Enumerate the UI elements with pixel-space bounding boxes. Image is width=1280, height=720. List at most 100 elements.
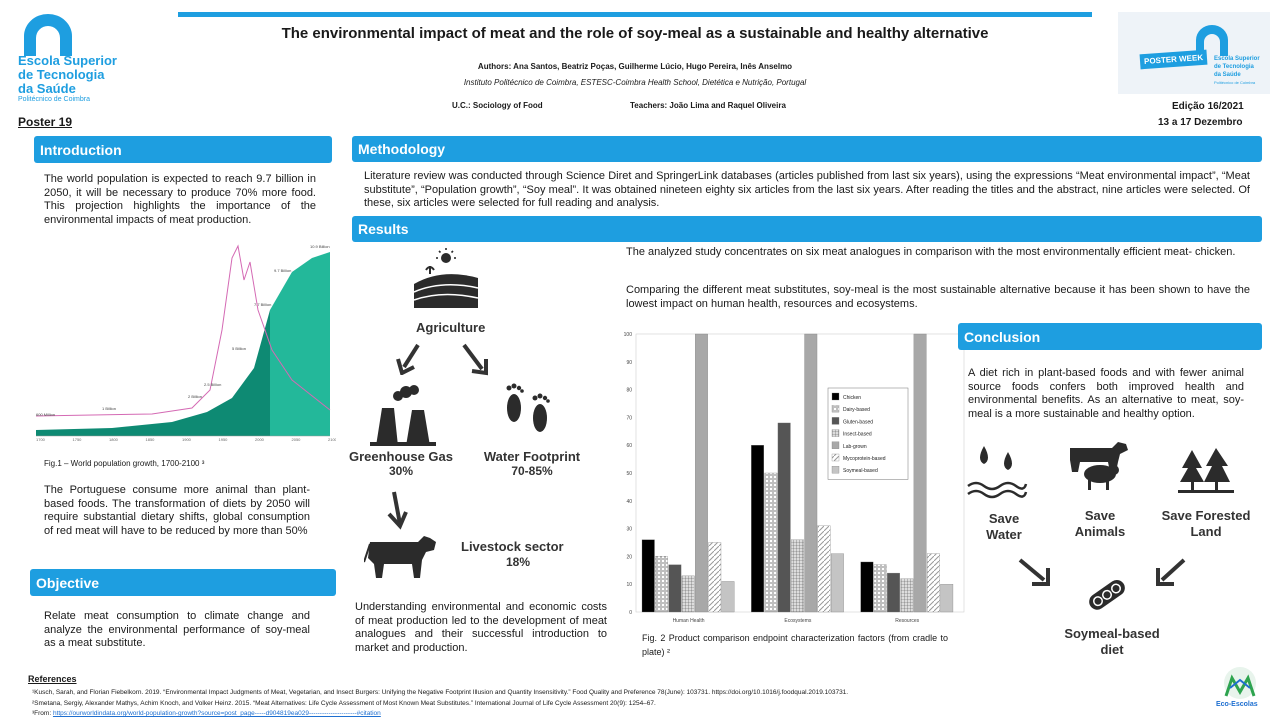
legend-swatch xyxy=(831,466,840,474)
legend-swatch xyxy=(831,405,840,413)
bar-lab-grown xyxy=(695,333,708,613)
cow-icon xyxy=(364,536,436,578)
bar-insect-based xyxy=(900,578,914,613)
poster-week-line3: da Saúde xyxy=(1214,72,1241,78)
poster-week-line1: Escola Superior xyxy=(1214,56,1260,62)
bar-lab-grown xyxy=(804,333,818,613)
legend-label: Mycoprotein-based xyxy=(843,456,886,462)
legend-label: Dairy-based xyxy=(843,407,870,413)
school-logo-icon xyxy=(24,14,72,56)
legend-swatch xyxy=(831,417,840,425)
y-tick-label: 40 xyxy=(626,499,632,505)
figure-1-caption: Fig.1 – World population growth, 1700-21… xyxy=(44,459,205,468)
y-tick-label: 20 xyxy=(626,554,632,560)
save-land-label: Save Forested Land xyxy=(1161,508,1251,539)
objective-heading: Objective xyxy=(36,574,100,591)
bar-mycoprotein-based xyxy=(708,542,722,613)
population-label: 2 Billion xyxy=(188,394,202,399)
results-text-1: The analyzed study concentrates on six m… xyxy=(626,246,1236,258)
save-animals-label: Save Animals xyxy=(1074,508,1126,539)
methodology-text: Literature review was conducted through … xyxy=(364,170,1250,209)
population-x-tick: 1850 xyxy=(146,437,156,442)
livestock-label: Livestock sector xyxy=(461,539,564,554)
school-name-3: da Saúde xyxy=(18,81,76,96)
y-tick-label: 60 xyxy=(626,443,632,449)
conclusion-heading: Conclusion xyxy=(964,328,1041,345)
bar-gluten-based xyxy=(668,564,682,613)
conclusion-header: Conclusion xyxy=(958,323,1262,350)
population-label: 9.7 Billion xyxy=(274,268,291,273)
footprints-icon xyxy=(506,383,550,432)
x-category-label: Ecosystems xyxy=(784,618,811,624)
objective-text: Relate meat consumption to climate chang… xyxy=(44,610,310,649)
bar-lab-grown xyxy=(913,333,927,613)
water-footprint-value: 70-85% xyxy=(511,464,553,478)
water-drops-icon xyxy=(967,446,1028,499)
bar-soymeal-based xyxy=(830,553,844,613)
school-sub: Politécnico de Coimbra xyxy=(18,96,90,103)
y-tick-label: 70 xyxy=(626,415,632,421)
legend-swatch xyxy=(831,453,840,462)
reference-3-prefix: ³From: xyxy=(32,710,52,717)
edition: Edição 16/2021 xyxy=(1172,101,1244,112)
population-label: 10.9 Billion xyxy=(310,244,330,249)
results-text-2: Comparing the different meat substitutes… xyxy=(626,284,1250,310)
legend-swatch xyxy=(831,392,840,401)
growth-rate-line xyxy=(35,244,331,417)
teachers: Teachers: João Lima and Raquel Oliveira xyxy=(630,101,786,110)
bar-chicken xyxy=(751,445,764,613)
poster-label: Poster 19 xyxy=(18,115,73,129)
school-name-1: Escola Superior xyxy=(18,53,117,68)
bar-dairy-based xyxy=(873,564,887,613)
top-accent-bar xyxy=(178,12,1092,17)
bar-insect-based xyxy=(681,575,695,613)
references-heading: References xyxy=(28,674,77,684)
legend-label: Gluten-based xyxy=(843,419,873,425)
introduction-header: Introduction xyxy=(34,136,332,163)
legend-label: Chicken xyxy=(843,395,861,401)
arrow-to-soy-left-icon xyxy=(1018,558,1050,586)
save-water-label: Save Water xyxy=(986,511,1022,542)
y-tick-label: 100 xyxy=(624,332,633,338)
factory-smoke-icon xyxy=(370,385,436,446)
agriculture-icon xyxy=(413,248,479,308)
bar-mycoprotein-based xyxy=(817,525,831,613)
figure-2-caption: Fig. 2 Product comparison endpoint chara… xyxy=(642,633,948,657)
population-label: 600 Million xyxy=(36,412,55,417)
livestock-value: 18% xyxy=(505,555,531,569)
reference-1: ¹Kusch, Sarah, and Florian Fiebelkorn. 2… xyxy=(32,689,849,696)
reference-3-link[interactable]: https://ourworldindata.org/world-populat… xyxy=(52,710,381,717)
chart-legend xyxy=(827,387,909,480)
y-tick-label: 50 xyxy=(626,471,632,477)
population-x-tick: 1800 xyxy=(109,437,119,442)
y-tick-label: 80 xyxy=(626,388,632,394)
population-label: 7.7 Billion xyxy=(254,302,271,307)
poster-week-line2: de Tecnologia xyxy=(1214,64,1254,70)
population-x-tick: 1900 xyxy=(182,437,192,442)
arrow-down-right-icon xyxy=(462,343,488,376)
poster-week-badge: POSTER WEEK xyxy=(1139,49,1208,70)
legend-swatch xyxy=(831,441,840,449)
institution: Instituto Politécnico de Coimbra, ESTESC… xyxy=(463,78,807,87)
reference-3: ³From: https://ourworldindata.org/world-… xyxy=(32,710,381,717)
bar-chicken xyxy=(860,561,874,613)
introduction-text: The world population is expected to reac… xyxy=(44,173,316,226)
animals-icon xyxy=(1070,442,1128,490)
poster-title: The environmental impact of meat and the… xyxy=(281,25,989,42)
results-left-text: Understanding environmental and economic… xyxy=(355,601,607,654)
objective-header: Objective xyxy=(30,569,336,596)
bar-soymeal-based xyxy=(940,584,954,613)
ghg-value: 30% xyxy=(388,464,414,478)
population-x-tick: 2100 xyxy=(328,437,336,442)
legend-label: Soymeal-based xyxy=(843,468,878,474)
school-logo: Escola Superior de Tecnologia da Saúde P… xyxy=(18,10,168,110)
arrow-down-left-icon xyxy=(396,343,420,375)
bar-gluten-based xyxy=(887,572,900,613)
population-x-tick: 2050 xyxy=(292,437,302,442)
soymeal-diet-label: Soymeal-based diet xyxy=(1064,626,1160,657)
population-x-tick: 2000 xyxy=(255,437,265,442)
soybean-icon xyxy=(1089,579,1125,610)
course-unit: U.C.: Sociology of Food xyxy=(452,101,543,110)
bar-mycoprotein-based xyxy=(927,553,940,613)
conclusion-text: A diet rich in plant-based foods and wit… xyxy=(968,367,1244,420)
